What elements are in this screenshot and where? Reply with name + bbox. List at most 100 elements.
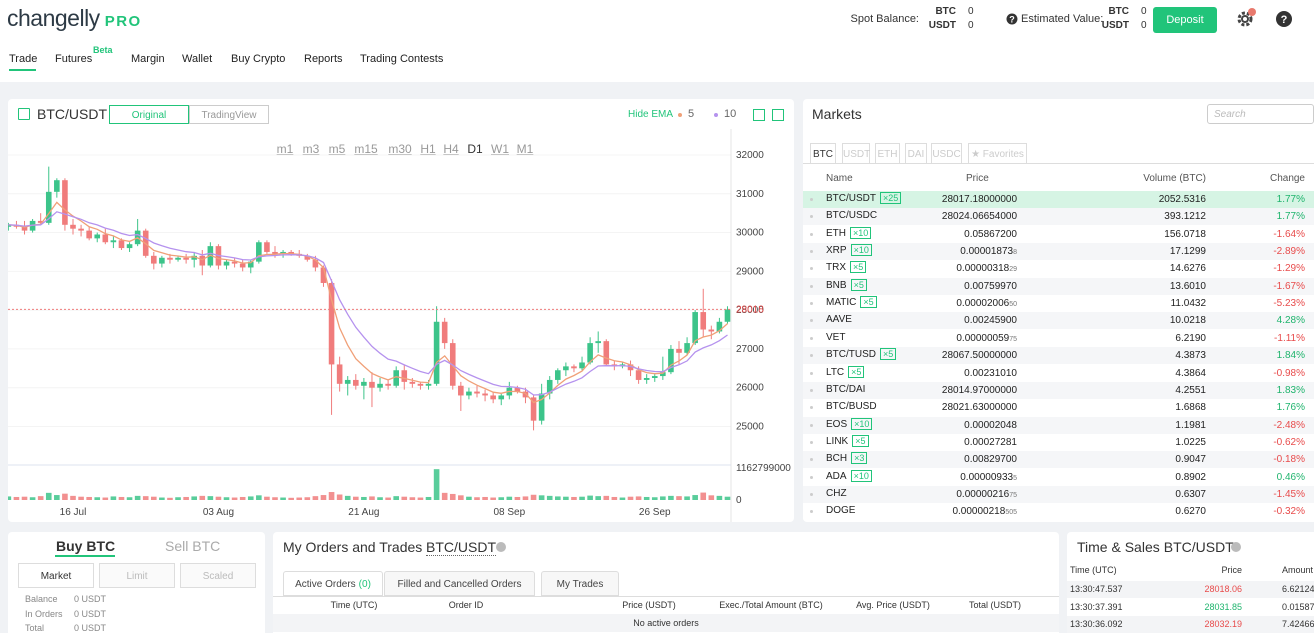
market-column-header[interactable]: Volume (BTC) bbox=[1143, 173, 1206, 184]
search-input[interactable]: Search bbox=[1207, 104, 1314, 124]
candle-body bbox=[724, 309, 731, 322]
timeframe-button[interactable]: M1 bbox=[517, 142, 534, 156]
market-tab[interactable]: USDT bbox=[842, 143, 870, 164]
market-row[interactable]: MATIC ×5 0.0000200650 11.0432 -5.23% bbox=[803, 295, 1314, 313]
orders-tab[interactable]: Active Orders (0) bbox=[283, 571, 383, 596]
orders-tab[interactable]: My Trades bbox=[541, 571, 619, 596]
market-tab[interactable]: BTC bbox=[810, 143, 836, 164]
nav-item[interactable]: Buy Crypto bbox=[231, 53, 286, 65]
market-row[interactable]: BTC/BUSD 28021.63000000 1.6868 1.76% bbox=[803, 399, 1314, 417]
timeframe-button[interactable]: m1 bbox=[277, 142, 294, 156]
market-row[interactable]: BTC/DAI 28014.97000000 4.2551 1.83% bbox=[803, 381, 1314, 399]
leverage-badge: ×5 bbox=[848, 365, 865, 378]
balance-value: 0 USDT bbox=[74, 608, 107, 619]
order-type-tab[interactable]: Scaled bbox=[180, 563, 256, 588]
deposit-button[interactable]: Deposit bbox=[1153, 7, 1217, 33]
nav-item[interactable]: Reports bbox=[304, 53, 343, 65]
trade-time: 13:30:36.092 bbox=[1070, 619, 1123, 629]
candle-body bbox=[474, 391, 480, 394]
trade-row bbox=[1067, 598, 1314, 616]
nav-item[interactable]: Margin bbox=[131, 53, 165, 65]
expand-icon[interactable] bbox=[753, 109, 765, 121]
candle-body bbox=[425, 383, 432, 386]
market-volume: 4.3873 bbox=[1175, 350, 1206, 362]
market-row[interactable]: ETH ×10 0.05867200 156.0718 -1.64% bbox=[803, 225, 1314, 243]
side-tab[interactable]: Sell BTC bbox=[165, 538, 221, 554]
market-row[interactable]: BTC/USDT ×25 28017.18000000 2052.5316 1.77% bbox=[803, 191, 1314, 208]
market-column-header[interactable]: Name bbox=[826, 173, 853, 184]
time-sales-label: Time & Sales bbox=[1077, 539, 1160, 555]
timeframe-button[interactable]: m15 bbox=[354, 142, 378, 156]
hide-ema-button[interactable]: Hide EMA bbox=[628, 109, 674, 120]
help-icon[interactable]: ? bbox=[1006, 13, 1018, 25]
candle-body bbox=[651, 376, 658, 378]
market-row[interactable]: BNB ×5 0.00759970 13.6010 -1.67% bbox=[803, 277, 1314, 295]
nav-item[interactable]: Futures bbox=[55, 53, 93, 65]
open-icon[interactable] bbox=[18, 108, 30, 120]
volume-bar bbox=[417, 497, 424, 500]
volume-bar bbox=[474, 497, 480, 500]
candle-body bbox=[21, 226, 28, 231]
market-row[interactable]: TRX ×5 0.0000031829 14.6276 -1.29% bbox=[803, 260, 1314, 278]
volume-bar bbox=[8, 496, 12, 500]
view-toggle[interactable]: Original bbox=[109, 105, 189, 124]
candle-body bbox=[312, 259, 319, 268]
settings-icon[interactable] bbox=[1236, 7, 1258, 29]
market-row[interactable]: AAVE 0.00245900 10.0218 4.28% bbox=[803, 312, 1314, 330]
market-change: -0.32% bbox=[1273, 506, 1305, 518]
market-row[interactable]: ADA ×10 0.000009335 0.8902 0.46% bbox=[803, 468, 1314, 486]
market-price: 0.00002048 bbox=[964, 420, 1017, 431]
spot-amount: 0 bbox=[968, 6, 974, 17]
order-type-tab[interactable]: Limit bbox=[99, 563, 175, 588]
market-tab[interactable]: DAI bbox=[905, 143, 927, 164]
orders-tab[interactable]: Filled and Cancelled Orders bbox=[384, 571, 535, 596]
orders-tab-label: My Trades bbox=[556, 579, 604, 590]
timeframe-button[interactable]: W1 bbox=[491, 142, 509, 156]
nav-item[interactable]: Trading Contests bbox=[360, 53, 444, 65]
market-tab[interactable]: ETH bbox=[875, 143, 900, 164]
help-button[interactable]: ? bbox=[1276, 11, 1292, 27]
market-row[interactable]: BCH ×3 0.00829700 0.9047 -0.18% bbox=[803, 451, 1314, 469]
timeframe-button[interactable]: H4 bbox=[443, 142, 459, 156]
price-digits: 28021.63000000 bbox=[941, 402, 1017, 414]
market-row[interactable]: BTC/USDC 28024.06654000 393.1212 1.77% bbox=[803, 208, 1314, 226]
candle-body bbox=[627, 364, 634, 371]
order-type-tab[interactable]: Market bbox=[18, 563, 94, 588]
timeframe-button[interactable]: D1 bbox=[467, 142, 483, 156]
market-row[interactable]: CHZ 0.0000021675 0.6307 -1.45% bbox=[803, 485, 1314, 503]
pair-name: ADA bbox=[826, 470, 847, 482]
candle-body bbox=[167, 257, 173, 260]
orders-pair[interactable]: BTC/USDT bbox=[426, 539, 496, 556]
market-tab[interactable]: USDC bbox=[931, 143, 962, 164]
timeframe-button[interactable]: m30 bbox=[388, 142, 412, 156]
nav-item[interactable]: Trade bbox=[9, 53, 38, 65]
favorite-dot bbox=[810, 371, 813, 375]
view-toggle[interactable]: TradingView bbox=[189, 105, 269, 124]
market-name: VET bbox=[826, 332, 845, 343]
nav-item[interactable]: Wallet bbox=[182, 53, 213, 65]
market-tab[interactable]: ★ Favorites bbox=[968, 143, 1027, 164]
market-row[interactable]: BTC/TUSD ×5 28067.50000000 4.3873 1.84% bbox=[803, 347, 1314, 365]
orders-column-header: Avg. Price (USDT) bbox=[856, 600, 930, 610]
market-row[interactable]: VET 0.0000005975 6.2190 -1.11% bbox=[803, 329, 1314, 347]
market-change: -1.11% bbox=[1274, 332, 1305, 344]
volume-bar bbox=[328, 492, 335, 500]
collapse-icon[interactable] bbox=[772, 109, 784, 121]
orders-column-header: Order ID bbox=[448, 600, 484, 610]
market-row[interactable]: EOS ×10 0.00002048 1.1981 -2.48% bbox=[803, 416, 1314, 434]
price-digits: 0.00002048 bbox=[964, 419, 1017, 431]
side-tab[interactable]: Buy BTC bbox=[56, 538, 116, 554]
timeframe-button[interactable]: H1 bbox=[420, 142, 436, 156]
volume-bar bbox=[571, 496, 577, 500]
timeframe-button[interactable]: m5 bbox=[329, 142, 346, 156]
timeframe-button[interactable]: m3 bbox=[303, 142, 320, 156]
market-row[interactable]: DOGE 0.00000218505 0.6270 -0.32% bbox=[803, 503, 1314, 521]
market-row[interactable]: LINK ×5 0.00027281 1.0225 -0.62% bbox=[803, 433, 1314, 451]
market-row[interactable]: XRP ×10 0.000018738 17.1299 -2.89% bbox=[803, 243, 1314, 261]
market-row[interactable]: LTC ×5 0.00231010 4.3864 -0.98% bbox=[803, 364, 1314, 382]
market-column-header[interactable]: Change bbox=[1269, 173, 1305, 184]
time-sales-title: Time & Sales BTC/USDT bbox=[1077, 539, 1234, 555]
market-column-header[interactable]: Price bbox=[966, 173, 989, 184]
candle-body bbox=[700, 312, 707, 330]
volume-bar bbox=[587, 495, 593, 500]
